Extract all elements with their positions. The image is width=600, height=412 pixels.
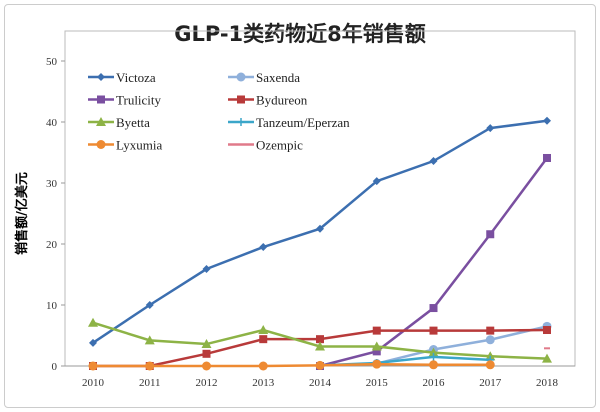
data-point-byetta: [371, 341, 382, 351]
chart-title: GLP-1类药物近8年销售额: [174, 22, 426, 46]
legend-marker-bydureon: [237, 95, 245, 104]
x-tick-label: 2013: [252, 377, 275, 389]
data-point-bydureon: [543, 326, 551, 335]
data-point-byetta: [542, 353, 552, 363]
data-point-victoza: [429, 157, 438, 166]
series-line-lyxumia: [93, 362, 491, 368]
data-point-bydureon: [316, 335, 324, 344]
data-point-trulicity: [543, 153, 551, 162]
legend-marker-lyxumia: [96, 140, 106, 149]
data-point-bydureon: [202, 349, 211, 358]
x-tick-label: 2014: [309, 377, 332, 389]
x-tick-label: 2016: [423, 377, 446, 389]
legend-label-byetta: Byetta: [116, 115, 150, 130]
data-point-lyxumia: [372, 359, 382, 369]
data-point-bydureon: [259, 335, 268, 344]
data-point-victoza: [486, 124, 495, 133]
data-point-byetta: [144, 335, 155, 345]
data-point-byetta: [485, 351, 496, 361]
data-point-trulicity: [372, 347, 381, 356]
data-point-lyxumia: [145, 361, 155, 371]
data-point-bydureon: [486, 326, 495, 335]
legend-label-tanzeum-eperzan: Tanzeum/Eperzan: [256, 115, 350, 130]
data-point-victoza: [89, 338, 97, 347]
y-tick-label: 40: [46, 117, 58, 129]
chart-frame: [4, 4, 596, 408]
data-point-byetta: [258, 325, 269, 335]
data-point-byetta: [88, 317, 98, 327]
data-point-saxenda: [485, 335, 495, 345]
data-point-lyxumia: [202, 361, 211, 371]
data-point-lyxumia: [88, 361, 98, 371]
legend-label-victoza: Victoza: [116, 70, 156, 85]
data-point-victoza: [259, 243, 268, 252]
legend-label-lyxumia: Lyxumia: [116, 138, 162, 153]
data-point-bydureon: [429, 326, 438, 335]
data-point-byetta: [315, 341, 325, 351]
x-tick-label: 2012: [196, 377, 218, 389]
data-point-lyxumia: [315, 360, 325, 370]
legend-label-ozempic: Ozempic: [256, 138, 303, 153]
data-point-tanzeum-eperzan: [429, 352, 438, 361]
y-axis-label: 销售额/亿美元: [14, 172, 30, 255]
series-line-saxenda: [376, 325, 548, 365]
data-point-trulicity: [429, 304, 438, 313]
data-point-lyxumia: [429, 360, 438, 370]
data-point-byetta: [201, 339, 212, 349]
data-point-lyxumia: [485, 360, 495, 370]
legend-marker-trulicity: [97, 95, 105, 104]
data-point-victoza: [316, 224, 324, 233]
legend-label-bydureon: Bydureon: [256, 93, 308, 108]
legend-marker-victoza: [97, 73, 105, 81]
legend-label-trulicity: Trulicity: [116, 93, 162, 108]
legend-label-saxenda: Saxenda: [256, 70, 300, 85]
y-tick-label: 50: [46, 56, 58, 68]
data-point-victoza: [202, 265, 211, 274]
data-point-victoza: [145, 301, 154, 309]
data-point-lyxumia: [258, 361, 268, 371]
data-point-victoza: [372, 177, 381, 186]
x-tick-label: 2010: [82, 377, 105, 389]
legend-marker-byetta: [96, 117, 106, 126]
data-point-victoza: [543, 116, 551, 125]
legend-marker-tanzeum-eperzan: [237, 118, 245, 126]
y-tick-label: 30: [46, 178, 58, 190]
y-tick-label: 0: [52, 361, 58, 373]
x-tick-label: 2017: [479, 377, 502, 389]
x-tick-label: 2018: [536, 377, 559, 389]
y-tick-label: 10: [46, 300, 58, 312]
x-tick-label: 2015: [366, 377, 389, 389]
data-point-byetta: [428, 347, 439, 357]
data-point-trulicity: [486, 230, 495, 239]
x-tick-label: 2011: [139, 377, 161, 389]
legend-marker-saxenda: [236, 72, 246, 82]
y-tick-label: 20: [46, 239, 58, 251]
data-point-bydureon: [372, 326, 381, 335]
